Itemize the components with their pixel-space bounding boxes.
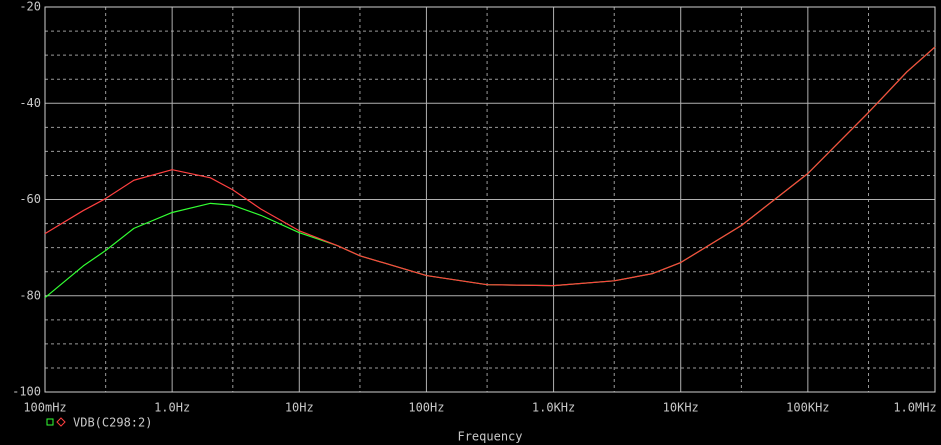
y-tick-label: -100 — [12, 385, 41, 399]
x-axis-title: Frequency — [457, 430, 522, 444]
x-tick-label: 10Hz — [285, 401, 314, 415]
series-line — [44, 46, 936, 287]
y-tick-label: -20 — [19, 0, 41, 14]
x-tick-label: 1.0KHz — [532, 401, 575, 415]
x-tick-label: 1.0MHz — [893, 401, 936, 415]
x-tick-label: 100mHz — [23, 401, 66, 415]
x-tick-label: 1.0Hz — [154, 401, 190, 415]
x-tick-label: 100Hz — [408, 401, 444, 415]
legend-label: VDB(C298:2) — [73, 416, 152, 430]
y-tick-label: -40 — [19, 96, 41, 110]
plot-frame — [44, 6, 936, 393]
x-tick-label: 10KHz — [663, 401, 699, 415]
legend-marker — [46, 418, 54, 426]
legend-marker — [56, 417, 66, 427]
series-line — [44, 46, 936, 299]
y-tick-label: -60 — [19, 192, 41, 206]
x-tick-label: 100KHz — [786, 401, 829, 415]
y-tick-label: -80 — [19, 288, 41, 302]
